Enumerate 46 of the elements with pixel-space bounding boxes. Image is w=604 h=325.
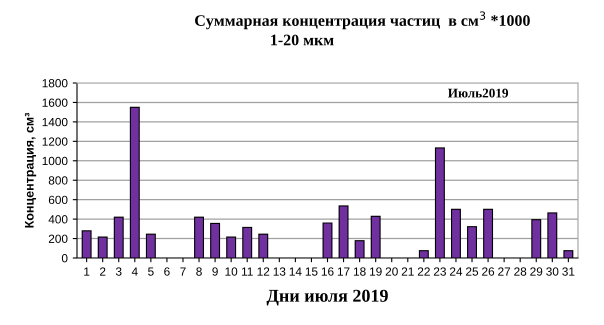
x-tick-label: 5 <box>148 267 154 276</box>
x-tick-label: 7 <box>180 267 186 276</box>
x-tick-label: 3 <box>116 267 122 276</box>
x-tick-label: 11 <box>242 267 253 276</box>
x-tick-label: 21 <box>402 267 414 276</box>
x-tick-label: 8 <box>196 267 202 276</box>
y-tick-label: 1200 <box>42 137 68 146</box>
chart-subtitle: 1-20 мкм <box>271 34 334 46</box>
x-tick-label: 31 <box>562 267 574 276</box>
x-tick-label: 12 <box>258 267 270 276</box>
x-tick-label: 28 <box>514 267 526 276</box>
x-axis-title: Дни июля 2019 <box>266 290 388 306</box>
x-tick-label: 22 <box>418 267 430 276</box>
x-tick-label: 14 <box>290 267 302 276</box>
x-tick-label: 25 <box>466 267 478 276</box>
x-tick-label: 20 <box>386 267 398 276</box>
x-tick-label: 24 <box>450 267 462 276</box>
x-tick-label: 17 <box>338 267 350 276</box>
x-tick-label: 23 <box>434 267 446 276</box>
y-tick-label: 1000 <box>42 156 68 166</box>
x-tick-label: 15 <box>306 267 318 276</box>
y-tick-label: 1600 <box>42 98 68 107</box>
y-tick-label: 800 <box>48 176 68 185</box>
x-tick-label: 26 <box>482 267 494 276</box>
chart-title: Суммарная концентрация частиц в см$^{3}$ *1000 <box>195 11 530 30</box>
x-tick-label: 10 <box>225 267 238 276</box>
x-tick-label: 16 <box>322 267 334 276</box>
annotation: Июль2019 <box>448 88 508 98</box>
x-tick-label: 6 <box>164 267 170 276</box>
x-tick-label: 29 <box>530 267 542 276</box>
x-tick-label: 27 <box>498 267 510 276</box>
x-tick-label: 13 <box>274 267 286 276</box>
y-tick-label: 1800 <box>42 79 68 88</box>
y-tick-label: 0 <box>62 254 68 262</box>
x-tick-label: 2 <box>100 267 106 276</box>
x-tick-label: 30 <box>546 267 558 276</box>
y-tick-label: 600 <box>48 196 68 204</box>
y-tick-label: 200 <box>48 234 68 243</box>
x-tick-label: 19 <box>370 267 382 276</box>
y-tick-label: 1400 <box>42 118 68 126</box>
x-tick-label: 9 <box>212 267 218 276</box>
y-tick-label: 400 <box>48 215 68 224</box>
x-tick-label: 1 <box>84 267 90 276</box>
x-tick-label: 4 <box>132 267 138 276</box>
y-axis-title: Концентрация, см³ <box>24 112 36 228</box>
x-tick-label: 18 <box>354 267 366 276</box>
